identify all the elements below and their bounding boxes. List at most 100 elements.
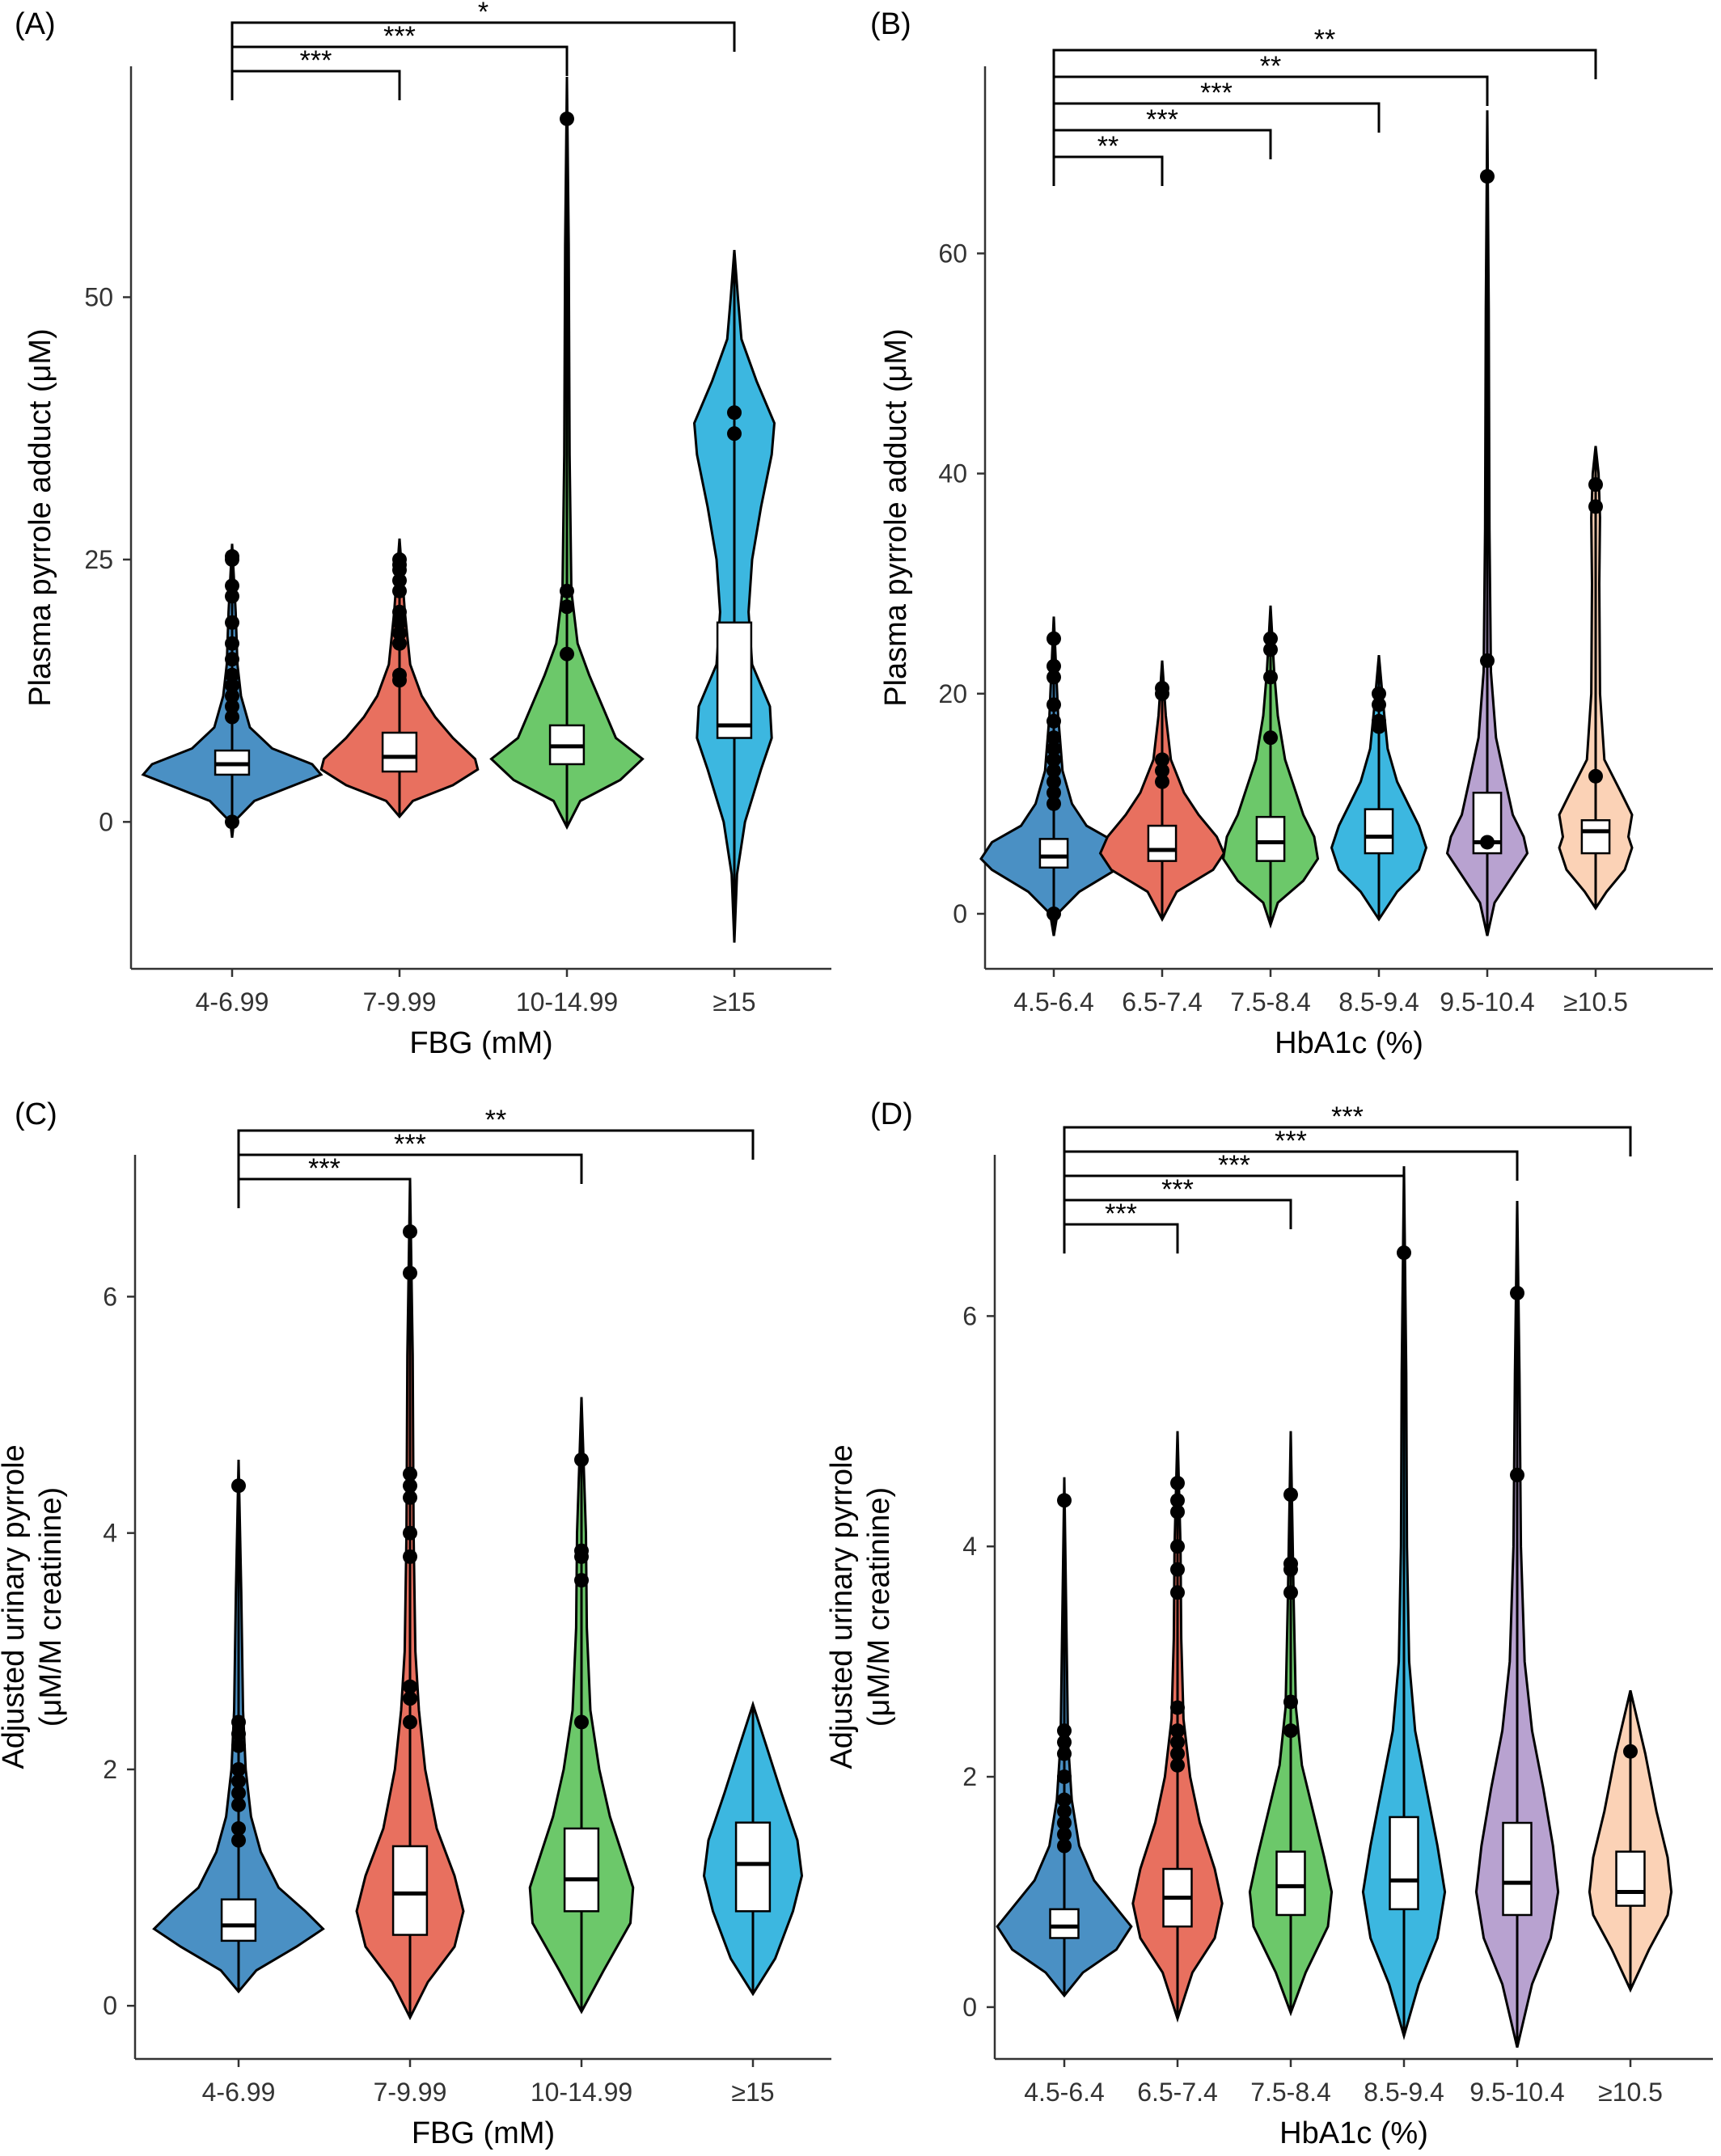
outlier-point bbox=[1510, 1285, 1524, 1300]
box bbox=[734, 1821, 772, 1913]
outlier-point bbox=[1588, 499, 1603, 514]
outlier-point bbox=[392, 552, 407, 567]
outlier-point bbox=[225, 578, 239, 594]
significance-label: *** bbox=[1200, 78, 1233, 108]
outlier-point bbox=[1170, 1562, 1185, 1577]
outlier-point bbox=[1170, 1757, 1185, 1773]
x-axis-title: FBG (mM) bbox=[412, 2116, 555, 2150]
outlier-point bbox=[225, 709, 239, 725]
outlier-point bbox=[1170, 1539, 1185, 1554]
outlier-point bbox=[1155, 752, 1169, 767]
outlier-point bbox=[560, 646, 574, 662]
outlier-point bbox=[1057, 1827, 1072, 1842]
y-tick-label: 25 bbox=[84, 545, 113, 574]
significance-bracket bbox=[230, 21, 736, 52]
x-tick-label: 7-9.99 bbox=[363, 987, 437, 1017]
outlier-point bbox=[1057, 1493, 1072, 1508]
significance-bracket bbox=[230, 45, 569, 76]
significance-bracket bbox=[237, 1153, 583, 1184]
y-tick-label: 4 bbox=[962, 1532, 977, 1561]
outlier-point bbox=[1263, 670, 1278, 685]
outlier-point bbox=[1283, 1694, 1298, 1710]
outlier-point bbox=[403, 1224, 417, 1239]
panel-label: (B) bbox=[870, 7, 911, 41]
significance-bracket bbox=[1063, 1126, 1632, 1156]
y-axis-title-line: Adjusted urinary pyrrole bbox=[825, 1444, 859, 1769]
outlier-point bbox=[225, 678, 239, 693]
outlier-point bbox=[225, 667, 239, 683]
box bbox=[1038, 838, 1069, 869]
box bbox=[391, 1845, 429, 1936]
outlier-point bbox=[1170, 1475, 1185, 1490]
outlier-point bbox=[1057, 1838, 1072, 1854]
significance-label: *** bbox=[1218, 1150, 1250, 1181]
box bbox=[1502, 1821, 1533, 1917]
outlier-point bbox=[1047, 763, 1061, 779]
outlier-point bbox=[231, 1821, 246, 1837]
significance-label: *** bbox=[394, 1129, 426, 1160]
outlier-point bbox=[1047, 730, 1061, 746]
y-tick-label: 60 bbox=[938, 239, 967, 268]
x-tick-label: 7.5-8.4 bbox=[1230, 987, 1311, 1017]
significance-bracket bbox=[1063, 1174, 1406, 1205]
x-tick-label: 6.5-7.4 bbox=[1122, 987, 1203, 1017]
box bbox=[220, 1898, 257, 1943]
outlier-point bbox=[1047, 796, 1061, 811]
y-axis-title: Plasma pyrrole adduct (μM) bbox=[23, 328, 57, 707]
x-tick-label: 7.5-8.4 bbox=[1250, 2078, 1331, 2107]
outlier-point bbox=[403, 1679, 417, 1694]
x-tick-label: ≥15 bbox=[713, 987, 755, 1017]
outlier-point bbox=[1623, 1744, 1638, 1759]
x-tick-label: 4-6.99 bbox=[196, 987, 269, 1017]
significance-label: ** bbox=[1260, 51, 1281, 82]
outlier-point bbox=[403, 1525, 417, 1541]
outlier-point bbox=[574, 1543, 589, 1558]
y-tick-label: 20 bbox=[938, 679, 967, 708]
box bbox=[1255, 815, 1286, 862]
outlier-point bbox=[225, 549, 239, 564]
significance-label: *** bbox=[1331, 1101, 1364, 1132]
outlier-point bbox=[727, 405, 742, 421]
box bbox=[563, 1827, 600, 1913]
x-tick-label: 9.5-10.4 bbox=[1440, 987, 1534, 1017]
outlier-point bbox=[225, 615, 239, 630]
panel-c: (C) 0 2 4 6 4-6.99 7-9.99 10-14.99 ≥15 FBG (mM) Ad… bbox=[0, 1097, 831, 2150]
x-tick-label: 4-6.99 bbox=[202, 2078, 276, 2107]
outlier-point bbox=[1263, 642, 1278, 657]
y-tick-label: 4 bbox=[103, 1519, 117, 1548]
significance-label: *** bbox=[1161, 1174, 1194, 1205]
box bbox=[381, 731, 418, 773]
significance-bracket bbox=[230, 70, 401, 100]
outlier-point bbox=[231, 1797, 246, 1812]
outlier-point bbox=[403, 1490, 417, 1505]
x-tick-label: 7-9.99 bbox=[374, 2078, 447, 2107]
significance-bracket bbox=[1063, 1198, 1292, 1229]
panel-label: (C) bbox=[15, 1097, 57, 1131]
outlier-point bbox=[727, 426, 742, 442]
x-tick-label: ≥10.5 bbox=[1598, 2078, 1663, 2107]
outlier-point bbox=[403, 1714, 417, 1730]
significance-bracket bbox=[237, 1129, 755, 1160]
significance-label: *** bbox=[383, 21, 416, 52]
outlier-point bbox=[1155, 680, 1169, 695]
outlier-point bbox=[1480, 653, 1495, 668]
x-tick-label: 9.5-10.4 bbox=[1469, 2078, 1564, 2107]
significance-label: *** bbox=[1146, 104, 1178, 135]
x-tick-label: 4.5-6.4 bbox=[1013, 987, 1094, 1017]
panel-d: (D) 0 2 4 6 4.5-6.4 6.5-7.4 7.5-8.4 8.5-9.4 9.5-1… bbox=[825, 1097, 1713, 2150]
outlier-point bbox=[1480, 835, 1495, 850]
outlier-point bbox=[231, 1478, 246, 1494]
box bbox=[1615, 1850, 1646, 1907]
significance-label: ** bbox=[1314, 24, 1335, 55]
outlier-point bbox=[231, 1786, 246, 1801]
outlier-point bbox=[403, 1466, 417, 1482]
outlier-point bbox=[1047, 713, 1061, 729]
outlier-point bbox=[1510, 1467, 1524, 1482]
y-axis-title: Plasma pyrrole adduct (μM) bbox=[879, 328, 913, 707]
outlier-point bbox=[560, 111, 574, 126]
x-tick-label: 8.5-9.4 bbox=[1364, 2078, 1444, 2107]
significance-bracket bbox=[1063, 1150, 1519, 1181]
x-tick-label: ≥10.5 bbox=[1563, 987, 1628, 1017]
x-axis-title: FBG (mM) bbox=[409, 1026, 552, 1060]
